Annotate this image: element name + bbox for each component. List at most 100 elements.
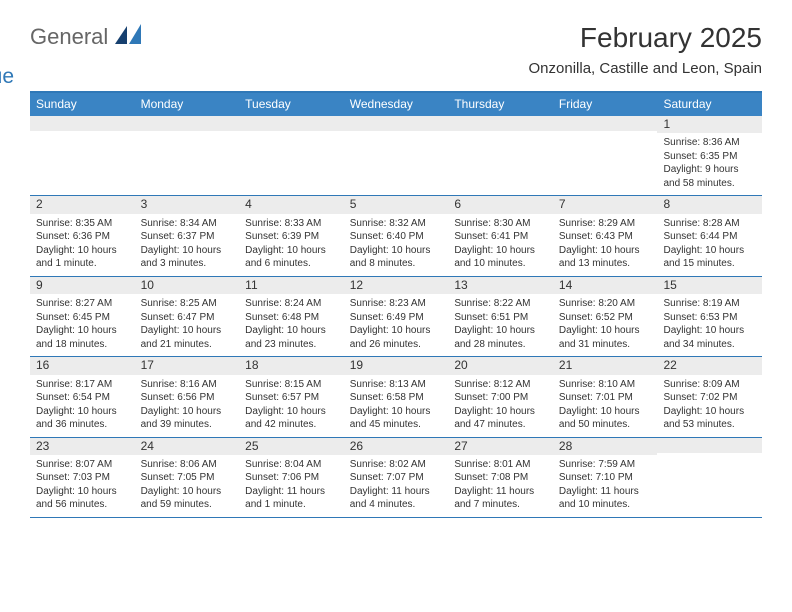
day-header: Wednesday <box>344 93 449 116</box>
daylight-text: Daylight: 10 hours and 18 minutes. <box>36 324 129 351</box>
day-cell: 25Sunrise: 8:04 AMSunset: 7:06 PMDayligh… <box>239 438 344 517</box>
daylight-text: Daylight: 10 hours and 59 minutes. <box>141 485 234 512</box>
sunset-text: Sunset: 6:40 PM <box>350 230 443 244</box>
daylight-text: Daylight: 10 hours and 13 minutes. <box>559 244 652 271</box>
day-body: Sunrise: 8:16 AMSunset: 6:56 PMDaylight:… <box>135 375 240 437</box>
sunset-text: Sunset: 6:43 PM <box>559 230 652 244</box>
sunset-text: Sunset: 6:58 PM <box>350 391 443 405</box>
sunset-text: Sunset: 6:53 PM <box>663 311 756 325</box>
daylight-text: Daylight: 10 hours and 26 minutes. <box>350 324 443 351</box>
day-number <box>135 116 240 131</box>
day-cell: 9Sunrise: 8:27 AMSunset: 6:45 PMDaylight… <box>30 277 135 356</box>
sunset-text: Sunset: 6:57 PM <box>245 391 338 405</box>
day-cell: 21Sunrise: 8:10 AMSunset: 7:01 PMDayligh… <box>553 357 658 436</box>
day-number <box>657 438 762 453</box>
sunrise-text: Sunrise: 8:35 AM <box>36 217 129 231</box>
sunrise-text: Sunrise: 8:23 AM <box>350 297 443 311</box>
daylight-text: Daylight: 10 hours and 56 minutes. <box>36 485 129 512</box>
sunrise-text: Sunrise: 8:01 AM <box>454 458 547 472</box>
day-number: 26 <box>344 438 449 455</box>
day-cell: 26Sunrise: 8:02 AMSunset: 7:07 PMDayligh… <box>344 438 449 517</box>
sunrise-text: Sunrise: 8:15 AM <box>245 378 338 392</box>
sunset-text: Sunset: 7:01 PM <box>559 391 652 405</box>
day-cell <box>239 116 344 195</box>
day-body: Sunrise: 8:28 AMSunset: 6:44 PMDaylight:… <box>657 214 762 276</box>
day-body: Sunrise: 8:07 AMSunset: 7:03 PMDaylight:… <box>30 455 135 517</box>
day-body: Sunrise: 8:32 AMSunset: 6:40 PMDaylight:… <box>344 214 449 276</box>
sunrise-text: Sunrise: 8:12 AM <box>454 378 547 392</box>
day-body: Sunrise: 8:36 AMSunset: 6:35 PMDaylight:… <box>657 133 762 195</box>
day-number: 8 <box>657 196 762 213</box>
day-header: Friday <box>553 93 658 116</box>
daylight-text: Daylight: 10 hours and 45 minutes. <box>350 405 443 432</box>
day-number: 4 <box>239 196 344 213</box>
sunrise-text: Sunrise: 8:09 AM <box>663 378 756 392</box>
day-number: 10 <box>135 277 240 294</box>
day-cell: 3Sunrise: 8:34 AMSunset: 6:37 PMDaylight… <box>135 196 240 275</box>
daylight-text: Daylight: 10 hours and 23 minutes. <box>245 324 338 351</box>
day-body: Sunrise: 8:02 AMSunset: 7:07 PMDaylight:… <box>344 455 449 517</box>
day-number: 7 <box>553 196 658 213</box>
day-number: 12 <box>344 277 449 294</box>
daylight-text: Daylight: 10 hours and 3 minutes. <box>141 244 234 271</box>
sunrise-text: Sunrise: 7:59 AM <box>559 458 652 472</box>
day-body: Sunrise: 8:06 AMSunset: 7:05 PMDaylight:… <box>135 455 240 517</box>
sunset-text: Sunset: 6:49 PM <box>350 311 443 325</box>
daylight-text: Daylight: 10 hours and 47 minutes. <box>454 405 547 432</box>
sunrise-text: Sunrise: 8:34 AM <box>141 217 234 231</box>
sunset-text: Sunset: 6:41 PM <box>454 230 547 244</box>
day-body: Sunrise: 8:30 AMSunset: 6:41 PMDaylight:… <box>448 214 553 276</box>
day-cell: 8Sunrise: 8:28 AMSunset: 6:44 PMDaylight… <box>657 196 762 275</box>
day-number: 15 <box>657 277 762 294</box>
day-cell: 28Sunrise: 7:59 AMSunset: 7:10 PMDayligh… <box>553 438 658 517</box>
daylight-text: Daylight: 10 hours and 10 minutes. <box>454 244 547 271</box>
sunset-text: Sunset: 7:08 PM <box>454 471 547 485</box>
sunset-text: Sunset: 7:00 PM <box>454 391 547 405</box>
month-title: February 2025 <box>529 22 762 54</box>
day-number: 13 <box>448 277 553 294</box>
sunrise-text: Sunrise: 8:04 AM <box>245 458 338 472</box>
sunrise-text: Sunrise: 8:25 AM <box>141 297 234 311</box>
sunrise-text: Sunrise: 8:24 AM <box>245 297 338 311</box>
day-body: Sunrise: 7:59 AMSunset: 7:10 PMDaylight:… <box>553 455 658 517</box>
day-number: 18 <box>239 357 344 374</box>
day-cell <box>553 116 658 195</box>
day-header: Thursday <box>448 93 553 116</box>
weeks-container: 1Sunrise: 8:36 AMSunset: 6:35 PMDaylight… <box>30 116 762 518</box>
day-cell <box>657 438 762 517</box>
daylight-text: Daylight: 10 hours and 50 minutes. <box>559 405 652 432</box>
day-cell: 22Sunrise: 8:09 AMSunset: 7:02 PMDayligh… <box>657 357 762 436</box>
day-cell: 11Sunrise: 8:24 AMSunset: 6:48 PMDayligh… <box>239 277 344 356</box>
day-number: 16 <box>30 357 135 374</box>
day-number: 6 <box>448 196 553 213</box>
week-row: 16Sunrise: 8:17 AMSunset: 6:54 PMDayligh… <box>30 357 762 437</box>
sunset-text: Sunset: 7:06 PM <box>245 471 338 485</box>
header: General Blue February 2025 Onzonilla, Ca… <box>0 0 792 85</box>
daylight-text: Daylight: 10 hours and 1 minute. <box>36 244 129 271</box>
day-number: 5 <box>344 196 449 213</box>
sunrise-text: Sunrise: 8:36 AM <box>663 136 756 150</box>
sunset-text: Sunset: 7:10 PM <box>559 471 652 485</box>
day-cell: 4Sunrise: 8:33 AMSunset: 6:39 PMDaylight… <box>239 196 344 275</box>
daylight-text: Daylight: 11 hours and 10 minutes. <box>559 485 652 512</box>
sunset-text: Sunset: 6:36 PM <box>36 230 129 244</box>
day-cell: 24Sunrise: 8:06 AMSunset: 7:05 PMDayligh… <box>135 438 240 517</box>
sunset-text: Sunset: 6:56 PM <box>141 391 234 405</box>
sunset-text: Sunset: 6:35 PM <box>663 150 756 164</box>
daylight-text: Daylight: 10 hours and 21 minutes. <box>141 324 234 351</box>
daylight-text: Daylight: 10 hours and 42 minutes. <box>245 405 338 432</box>
title-block: February 2025 Onzonilla, Castille and Le… <box>529 22 762 77</box>
sunset-text: Sunset: 6:45 PM <box>36 311 129 325</box>
week-row: 2Sunrise: 8:35 AMSunset: 6:36 PMDaylight… <box>30 196 762 276</box>
day-number <box>553 116 658 131</box>
day-number: 23 <box>30 438 135 455</box>
day-body: Sunrise: 8:13 AMSunset: 6:58 PMDaylight:… <box>344 375 449 437</box>
sunrise-text: Sunrise: 8:16 AM <box>141 378 234 392</box>
day-number: 20 <box>448 357 553 374</box>
daylight-text: Daylight: 10 hours and 6 minutes. <box>245 244 338 271</box>
logo: General Blue <box>30 22 141 69</box>
sunrise-text: Sunrise: 8:22 AM <box>454 297 547 311</box>
sail-icon <box>115 24 141 44</box>
day-number: 3 <box>135 196 240 213</box>
daylight-text: Daylight: 10 hours and 31 minutes. <box>559 324 652 351</box>
